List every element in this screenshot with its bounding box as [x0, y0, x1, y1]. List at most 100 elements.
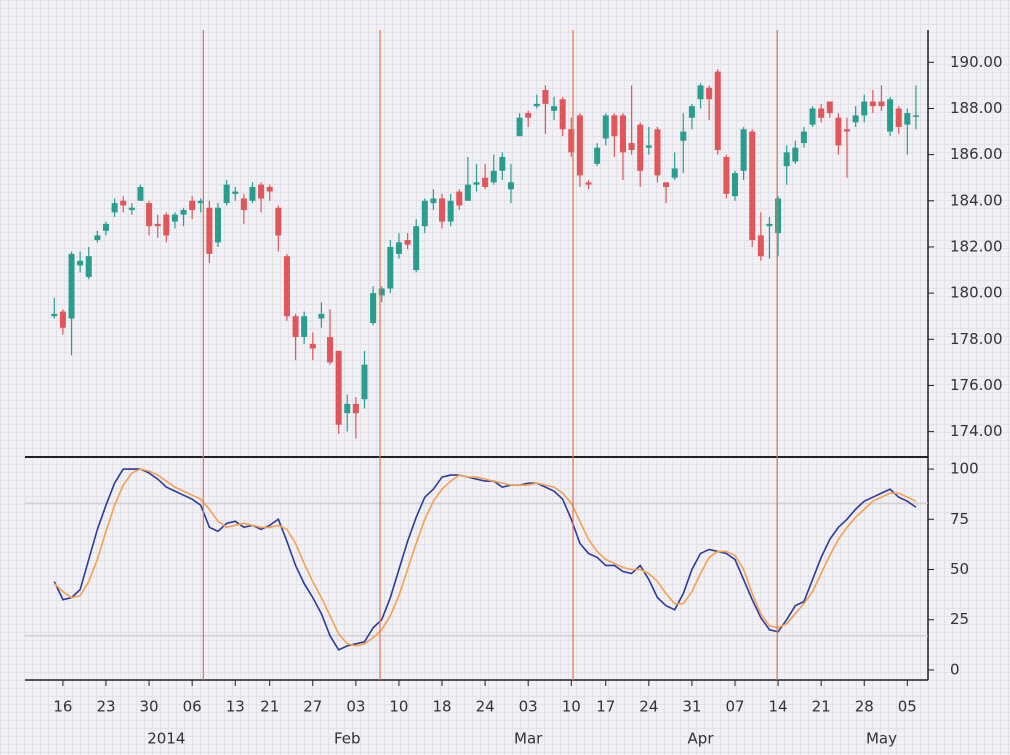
candle-body: [146, 203, 153, 227]
y-tick-label: 178.00: [950, 330, 1003, 348]
x-tick-label: 03: [346, 698, 365, 716]
candle-body: [378, 288, 385, 296]
oscillator-line: [53, 468, 917, 651]
x-tick-label: 16: [53, 698, 72, 716]
candle-body: [749, 131, 756, 241]
candle-body: [120, 200, 127, 206]
candle-body: [77, 260, 84, 266]
candle-body: [370, 293, 377, 324]
x-tick-label: 14: [769, 698, 788, 716]
candle-body: [352, 403, 359, 414]
candle-body: [757, 235, 764, 257]
candle-body: [309, 343, 316, 349]
y-tick-label: 182.00: [950, 237, 1003, 255]
candle-body: [637, 124, 644, 171]
candle-body: [594, 147, 601, 164]
candle-body: [327, 336, 334, 363]
candle-body: [215, 207, 222, 243]
x-tick-label: 03: [519, 698, 538, 716]
candle-body: [559, 99, 566, 130]
candle-body: [697, 85, 704, 100]
candle-body: [59, 311, 66, 328]
candle-body: [654, 129, 661, 176]
candle-body: [163, 214, 170, 236]
candle-body: [602, 115, 609, 139]
candle-body: [576, 115, 583, 176]
x-tick-label: 17: [596, 698, 615, 716]
x-tick-label: 21: [260, 698, 279, 716]
x-tick-label: 13: [226, 698, 245, 716]
candle-body: [878, 101, 885, 107]
candle-body: [619, 115, 626, 153]
x-tick-label: 10: [389, 698, 408, 716]
candle-body: [283, 256, 290, 317]
candle-body: [533, 103, 540, 107]
candle-body: [766, 223, 773, 227]
candle-body: [835, 117, 842, 146]
y-tick-label: 184.00: [950, 191, 1003, 209]
y-tick-label: 188.00: [950, 99, 1003, 117]
candle-body: [499, 156, 506, 171]
candle-body: [111, 203, 118, 213]
candle-body: [404, 240, 411, 245]
candle-body: [611, 115, 618, 137]
candle-body: [464, 184, 471, 201]
candle-body: [904, 113, 911, 125]
candle-body: [266, 186, 273, 192]
candle-body: [154, 223, 161, 227]
candle-body: [318, 313, 325, 319]
candle-body: [507, 182, 514, 190]
candle-body: [51, 313, 58, 317]
candle-body: [628, 143, 635, 151]
y-tick-label: 176.00: [950, 376, 1003, 394]
candle-body: [275, 207, 282, 236]
x-tick-label: 27: [303, 698, 322, 716]
month-label: Mar: [514, 730, 543, 748]
candle-body: [783, 152, 790, 167]
y-tick-label: 174.00: [950, 422, 1003, 440]
candle-body: [723, 156, 730, 194]
x-tick-label: 07: [725, 698, 744, 716]
candle-body: [206, 207, 213, 254]
candle-body: [706, 87, 713, 100]
x-tick-label: 30: [140, 698, 159, 716]
x-tick-label: 05: [898, 698, 917, 716]
candle-body: [102, 223, 109, 231]
candle-body: [413, 226, 420, 271]
candle-body: [240, 198, 247, 211]
candle-body: [189, 200, 196, 211]
y-tick-label: 0: [950, 660, 960, 678]
candle-body: [456, 191, 463, 206]
x-tick-label: 21: [812, 698, 831, 716]
y-tick-label: 180.00: [950, 284, 1003, 302]
y-tick-label: 186.00: [950, 145, 1003, 163]
month-label: Apr: [688, 730, 715, 748]
candle-body: [844, 129, 851, 132]
candle-body: [301, 316, 308, 337]
candle-body: [128, 207, 135, 211]
candle-body: [775, 198, 782, 234]
candle-body: [542, 90, 549, 104]
candle-body: [645, 145, 652, 148]
candle-body: [335, 350, 342, 425]
candle-body: [94, 235, 101, 241]
candle-body: [671, 168, 678, 178]
candle-body: [568, 129, 575, 153]
candle-body: [249, 186, 256, 201]
candle-body: [663, 182, 670, 187]
x-tick-label: 23: [96, 698, 115, 716]
candle-body: [912, 115, 919, 117]
candle-body: [137, 186, 144, 201]
candle-body: [430, 198, 437, 204]
candle-body: [895, 108, 902, 127]
candle-body: [232, 191, 239, 194]
candle-body: [731, 173, 738, 197]
candle-body: [473, 182, 480, 185]
candle-body: [447, 200, 454, 222]
candle-body: [490, 170, 497, 183]
candle-body: [861, 101, 868, 116]
candle-body: [585, 182, 592, 185]
y-tick-label: 190.00: [950, 53, 1003, 71]
candle-body: [197, 200, 204, 204]
candle-body: [869, 101, 876, 107]
